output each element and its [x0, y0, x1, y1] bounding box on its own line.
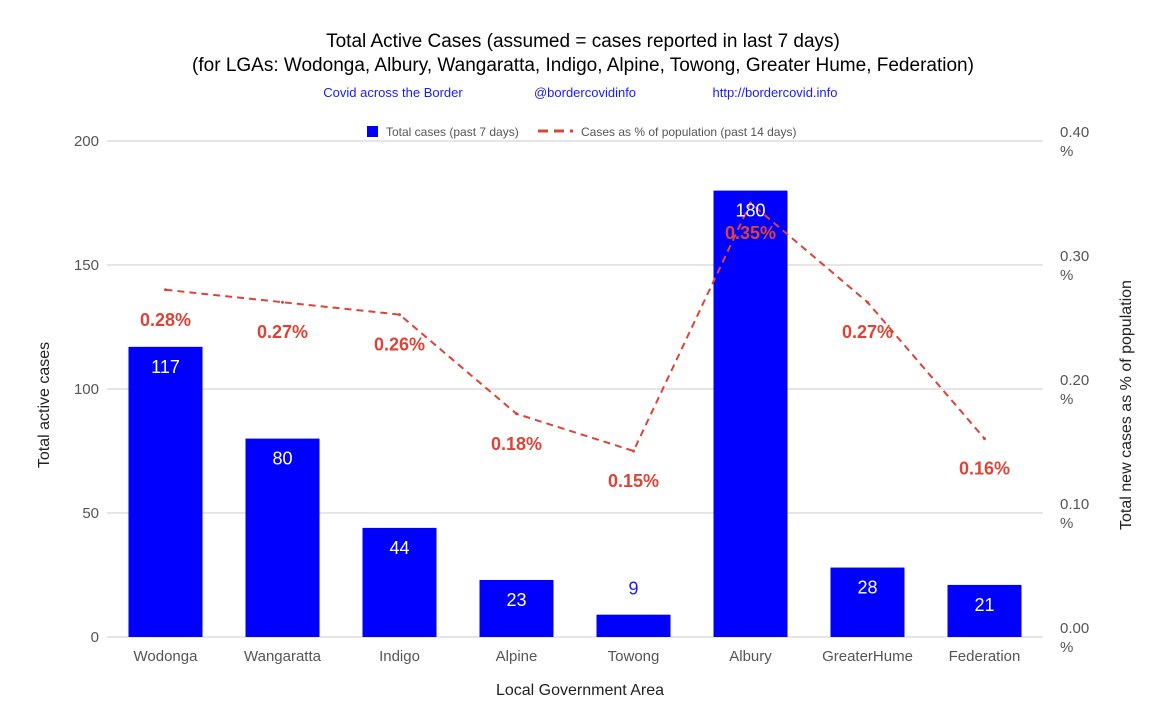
line-point [281, 300, 284, 304]
legend: Total cases (past 7 days) Cases as % of … [367, 125, 796, 139]
percent-value-label: 0.27% [842, 322, 893, 342]
y2-tick-label: 0.30 [1060, 248, 1089, 265]
bar-value-label: 80 [272, 449, 292, 469]
x-tick-label: Wangaratta [244, 648, 322, 665]
y2-tick-unit: % [1060, 515, 1073, 532]
line-point [398, 313, 401, 317]
y-tick-label: 150 [74, 257, 99, 274]
chart-subtitle: (for LGAs: Wodonga, Albury, Wangaratta, … [192, 55, 974, 76]
percent-value-label: 0.27% [257, 322, 308, 342]
bar-value-label: 23 [506, 590, 526, 610]
bar [479, 579, 554, 637]
line-point [515, 412, 518, 416]
y2-tick-label: 0.00 [1060, 620, 1089, 637]
line-point [866, 300, 869, 304]
y2-tick-unit: % [1060, 391, 1073, 408]
bar-value-label: 44 [389, 538, 409, 558]
bar-value-label: 180 [735, 201, 765, 221]
y-tick-label: 50 [82, 505, 99, 522]
x-axis-title: Local Government Area [496, 682, 664, 699]
line-point [749, 201, 752, 205]
y2-tick-unit: % [1060, 143, 1073, 160]
credit-handle: @bordercovidinfo [534, 85, 636, 100]
percent-line [165, 201, 986, 453]
bar [713, 190, 788, 637]
data-labels: 117 80 44 23 9 180 28 21 0.28% 0.27% 0.26% 0.18% 0.1… [140, 201, 1010, 615]
percent-value-label: 0.35% [725, 223, 776, 243]
percent-value-label: 0.16% [959, 459, 1010, 479]
axis-ticks: 0 50 100 150 200 0.00% 0.10% 0.20% 0.30% 0.40% Wod… [74, 124, 1089, 665]
x-tick-label: Wodonga [134, 648, 199, 665]
y-axis-title: Total active cases [36, 342, 53, 468]
legend-label-bars: Total cases (past 7 days) [386, 125, 519, 139]
y-tick-label: 200 [74, 133, 99, 150]
x-tick-label: Indigo [379, 648, 420, 665]
y2-tick-label: 0.40 [1060, 124, 1089, 141]
credit-url: http://bordercovid.info [712, 85, 837, 100]
x-tick-label: Federation [949, 648, 1021, 665]
line-point [983, 437, 986, 441]
y2-tick-label: 0.10 [1060, 496, 1089, 513]
x-tick-label: Alpine [496, 648, 538, 665]
percent-value-label: 0.18% [491, 434, 542, 454]
percent-value-label: 0.28% [140, 310, 191, 330]
x-tick-label: Towong [608, 648, 660, 665]
y2-axis-title: Total new cases as % of population [1118, 280, 1135, 530]
x-tick-label: GreaterHume [822, 648, 913, 665]
bar-value-label: 28 [857, 578, 877, 598]
line-series [164, 201, 986, 453]
chart-title: Total Active Cases (assumed = cases repo… [326, 31, 840, 52]
percent-value-label: 0.26% [374, 335, 425, 355]
line-point [632, 449, 635, 453]
y2-tick-unit: % [1060, 639, 1073, 656]
legend-swatch-bars [367, 126, 378, 137]
y-tick-label: 0 [91, 629, 99, 646]
y2-tick-unit: % [1060, 267, 1073, 284]
bar-value-label: 9 [628, 579, 638, 599]
line-point [164, 288, 167, 292]
x-tick-label: Albury [729, 648, 772, 665]
bar [245, 438, 320, 637]
bar [596, 614, 671, 637]
bar [128, 346, 203, 637]
y2-tick-label: 0.20 [1060, 372, 1089, 389]
legend-label-line: Cases as % of population (past 14 days) [581, 125, 796, 139]
bar [362, 527, 437, 637]
y-tick-label: 100 [74, 381, 99, 398]
credit-name: Covid across the Border [323, 85, 463, 100]
percent-value-label: 0.15% [608, 471, 659, 491]
bar-value-label: 117 [151, 357, 180, 377]
bar-series [128, 190, 1022, 637]
bar [947, 584, 1022, 637]
bar [830, 567, 905, 637]
bar-value-label: 21 [974, 595, 994, 615]
